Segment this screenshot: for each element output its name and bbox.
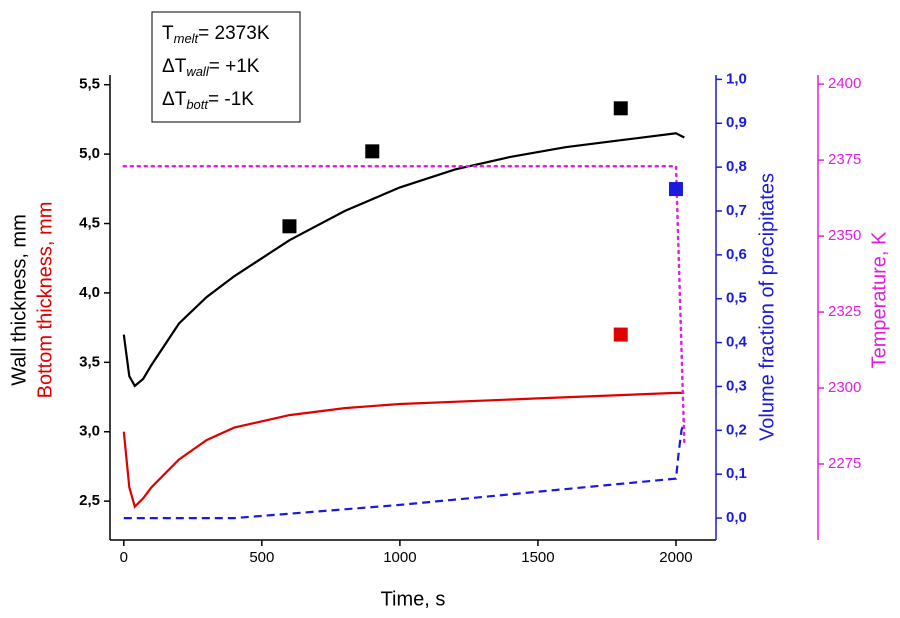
data-point [282,219,297,234]
series-line [122,391,685,509]
series-line [123,421,686,520]
x-tick-label: 1500 [521,549,554,566]
y-axis-label: Bottom thickness, mm [34,202,56,399]
y2-tick-label: 0,7 [726,202,747,219]
y3-axis-label: Temperature, K [868,231,890,368]
y2-tick-label: 0,3 [726,377,747,394]
y2-tick-label: 0,5 [726,290,747,307]
y2-tick-label: 0,1 [726,465,747,482]
annotation-sub: wall [186,64,210,79]
annotation-sub: melt [174,31,200,46]
y3-tick-label: 2350 [828,227,861,244]
y3-tick-label: 2300 [828,379,861,396]
annotation-symbol: ΔT [162,89,187,110]
annotation-symbol: ΔT [162,56,187,77]
x-tick-label: 1000 [383,549,416,566]
y3-tick-label: 2275 [828,455,861,472]
y-tick-label: 4,5 [79,214,100,231]
y2-tick-label: 0,6 [726,246,747,263]
annotation-text: = -1K [208,89,254,110]
x-tick-label: 0 [120,549,128,566]
series-line [122,132,685,388]
data-point [613,101,628,116]
data-point [365,144,380,159]
data-point [613,327,628,342]
annotation-line: ΔTwall= +1K [162,56,260,79]
x-tick-label: 500 [249,549,274,566]
y2-tick-label: 0,4 [726,334,748,351]
series-line [122,164,686,444]
annotation-text: = 2373K [198,23,270,44]
y-tick-label: 3,5 [79,353,100,370]
x-axis-label: Time, s [381,588,446,610]
y-tick-label: 4,0 [79,284,100,301]
y2-tick-label: 0,0 [726,509,747,526]
annotation-symbol: T [162,23,174,44]
annotation-sub: bott [186,97,209,112]
y2-tick-label: 0,9 [726,114,747,131]
y-axis-label: Wall thickness, mm [8,214,30,386]
y2-tick-label: 0,8 [726,158,747,175]
annotation-text: = +1K [209,56,260,77]
data-point [668,182,683,197]
annotation-line: ΔTbott= -1K [162,89,254,112]
x-tick-label: 2000 [659,549,692,566]
y-tick-label: 2,5 [79,492,100,509]
y-tick-label: 5,0 [79,145,100,162]
annotation-box [151,11,301,123]
annotation-line: Tmelt= 2373K [162,23,270,46]
y-tick-label: 3,0 [79,423,100,440]
y3-tick-label: 2400 [828,75,861,92]
y3-tick-label: 2375 [828,151,861,168]
y2-tick-label: 1,0 [726,70,747,87]
y2-axis-label: Volume fraction of precipitates [756,173,778,441]
y3-tick-label: 2325 [828,303,861,320]
y-tick-label: 5,5 [79,76,100,93]
y2-tick-label: 0,2 [726,421,747,438]
